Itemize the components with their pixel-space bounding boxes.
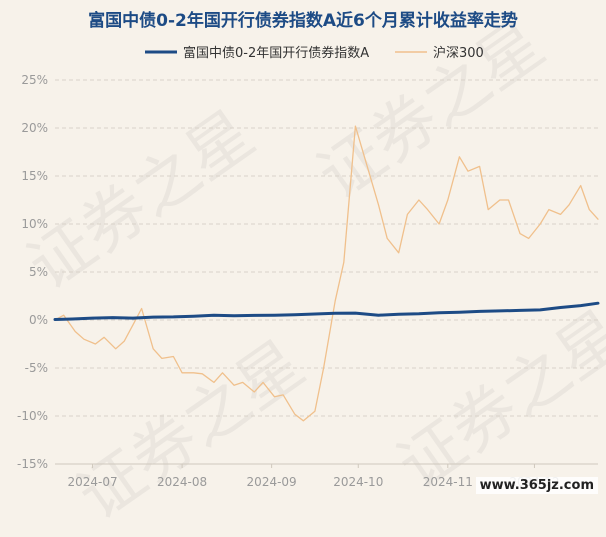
x-tick-label: 2024-07 [67,475,117,489]
line-chart: 富国中债0-2年国开行债券指数A近6个月累计收益率走势 富国中债0-2年国开行债… [0,0,606,500]
y-tick-label: -15% [17,457,48,471]
y-tick-label: 25% [21,73,48,87]
series-lines [55,126,598,421]
site-watermark: www.365jz.com [476,477,598,494]
chart-title: 富国中债0-2年国开行债券指数A近6个月累计收益率走势 [88,10,518,31]
legend-label: 沪深300 [433,45,484,61]
y-tick-label: 15% [21,169,48,183]
y-tick-label: 10% [21,217,48,231]
chart-legend: 富国中债0-2年国开行债券指数A 沪深300 [145,45,484,61]
legend-item-fund: 富国中债0-2年国开行债券指数A [145,45,369,61]
y-axis: 25% 20% 15% 10% 5% 0% -5% -10% -15% [17,73,48,471]
legend-item-hs300: 沪深300 [395,45,484,61]
x-tick-label: 2024-11 [423,475,473,489]
x-tick-label: 2024-08 [157,475,207,489]
y-tick-label: 20% [21,121,48,135]
y-tick-label: 5% [29,265,48,279]
y-tick-label: -5% [25,361,48,375]
series-line-fund [55,303,598,319]
grid-lines [55,80,598,464]
x-tick-label: 2024-10 [333,475,383,489]
y-tick-label: 0% [29,313,48,327]
series-line-hs300 [55,126,598,421]
legend-label: 富国中债0-2年国开行债券指数A [183,45,369,61]
y-tick-label: -10% [17,409,48,423]
x-tick-label: 2024-09 [247,475,297,489]
